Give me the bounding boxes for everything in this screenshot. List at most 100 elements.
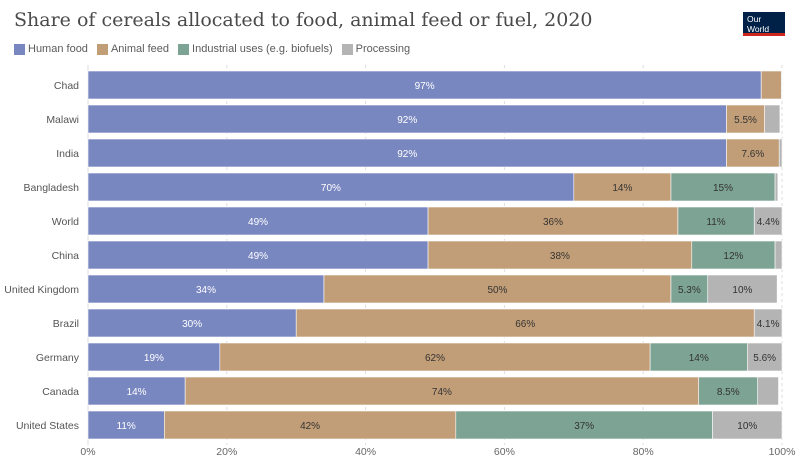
data-label: 14% <box>127 387 147 398</box>
x-tick-label: 100% <box>769 446 796 458</box>
legend-label-human-food: Human food <box>28 43 88 55</box>
data-label: 36% <box>543 217 563 228</box>
bar-processing <box>774 172 779 202</box>
data-label: 38% <box>550 251 570 262</box>
logo-red-bar <box>743 33 785 36</box>
category-label: Bangladesh <box>24 182 80 194</box>
bar-human-food <box>87 410 165 440</box>
data-label: 11% <box>117 421 136 432</box>
category-label: United Kingdom <box>4 284 79 296</box>
bar-processing <box>746 342 783 372</box>
data-label: 37% <box>574 421 594 432</box>
legend-label-industrial-uses: Industrial uses (e.g. biofuels) <box>192 43 333 55</box>
data-label: 11% <box>706 217 725 228</box>
bar-human-food <box>87 172 575 202</box>
legend-swatch-processing <box>341 43 353 55</box>
category-label: Brazil <box>53 318 79 330</box>
legend-label-animal-feed: Animal feed <box>110 43 170 55</box>
bar-human-food <box>87 70 762 100</box>
data-label: 97% <box>415 81 435 92</box>
bar-industrial-uses-e-g-biofuels <box>670 172 776 202</box>
data-label: 4.1% <box>757 319 780 330</box>
data-label: 49% <box>248 217 268 228</box>
data-label: 15% <box>713 183 733 194</box>
legend-item-animal-feed[interactable]: Animal feed <box>96 43 170 55</box>
data-label: 50% <box>487 285 507 296</box>
bar-human-food <box>87 240 429 270</box>
data-label: 34% <box>196 285 216 296</box>
category-label: China <box>52 250 80 262</box>
data-label: 62% <box>425 353 445 364</box>
data-label: 19% <box>144 353 164 364</box>
bar-processing <box>764 104 781 134</box>
legend-swatch-industrial-uses <box>178 43 190 55</box>
bar-processing <box>774 240 783 270</box>
bar-human-food <box>87 138 727 168</box>
data-label: 4.4% <box>757 217 780 228</box>
logo-line-1: Our World <box>747 14 770 34</box>
legend-swatch-animal-feed <box>96 43 108 55</box>
bar-animal-feed <box>184 376 700 406</box>
data-label: 70% <box>321 183 341 194</box>
category-label: Canada <box>42 386 79 398</box>
x-tick-label: 60% <box>494 446 515 458</box>
data-label: 7.6% <box>741 149 764 160</box>
bar-industrial-uses-e-g-biofuels <box>455 410 713 440</box>
data-label: 49% <box>248 251 268 262</box>
bar-industrial-uses-e-g-biofuels <box>677 206 755 236</box>
data-label: 42% <box>300 421 320 432</box>
category-label: Malawi <box>46 114 79 126</box>
data-label: 12% <box>723 251 743 262</box>
data-label: 5.3% <box>678 285 701 296</box>
bar-human-food <box>87 376 186 406</box>
category-label: World <box>52 216 79 228</box>
chart-title: Share of cereals allocated to food, anim… <box>14 9 593 31</box>
legend-item-processing[interactable]: Processing <box>341 43 411 55</box>
bar-industrial-uses-e-g-biofuels <box>670 274 709 304</box>
bar-animal-feed <box>427 240 693 270</box>
owid-logo[interactable]: Our World in Data <box>743 12 785 44</box>
category-label: United States <box>16 420 79 432</box>
bar-processing <box>781 70 783 100</box>
x-tick-label: 40% <box>355 446 376 458</box>
legend-item-human-food[interactable]: Human food <box>14 43 88 55</box>
data-label: 14% <box>689 353 709 364</box>
data-label: 74% <box>432 387 452 398</box>
data-label: 66% <box>515 319 535 330</box>
logo-line-2: in Data <box>747 34 774 44</box>
legend-swatch-human-food <box>14 43 25 55</box>
bar-animal-feed <box>219 342 651 372</box>
data-label: 10% <box>732 285 752 296</box>
category-label: Germany <box>36 352 80 364</box>
data-label: 8.5% <box>717 387 740 398</box>
bar-animal-feed <box>573 172 672 202</box>
legend-item-industrial-uses[interactable]: Industrial uses (e.g. biofuels) <box>178 43 333 55</box>
legend-label-processing: Processing <box>355 43 411 55</box>
bar-human-food <box>87 308 297 338</box>
data-label: 30% <box>182 319 202 330</box>
legend: Human food Animal feed Industrial uses (… <box>14 43 419 55</box>
bar-processing <box>753 206 783 236</box>
category-label: India <box>56 148 79 160</box>
bar-processing <box>753 308 783 338</box>
bar-processing <box>757 376 779 406</box>
bar-animal-feed <box>726 138 780 168</box>
bar-human-food <box>87 342 221 372</box>
data-label: 92% <box>397 149 417 160</box>
bar-industrial-uses-e-g-biofuels <box>698 376 759 406</box>
bar-animal-feed <box>760 70 782 100</box>
bar-processing <box>707 274 778 304</box>
bar-human-food <box>87 206 429 236</box>
x-tick-label: 20% <box>216 446 237 458</box>
category-label: Chad <box>54 80 79 92</box>
bar-animal-feed <box>295 308 755 338</box>
data-label: 14% <box>612 183 632 194</box>
data-label: 10% <box>737 421 757 432</box>
bar-industrial-uses-e-g-biofuels <box>691 240 776 270</box>
x-tick-label: 80% <box>633 446 654 458</box>
bar-processing <box>712 410 783 440</box>
data-label: 92% <box>397 115 417 126</box>
bar-animal-feed <box>323 274 672 304</box>
bar-processing <box>778 138 783 168</box>
